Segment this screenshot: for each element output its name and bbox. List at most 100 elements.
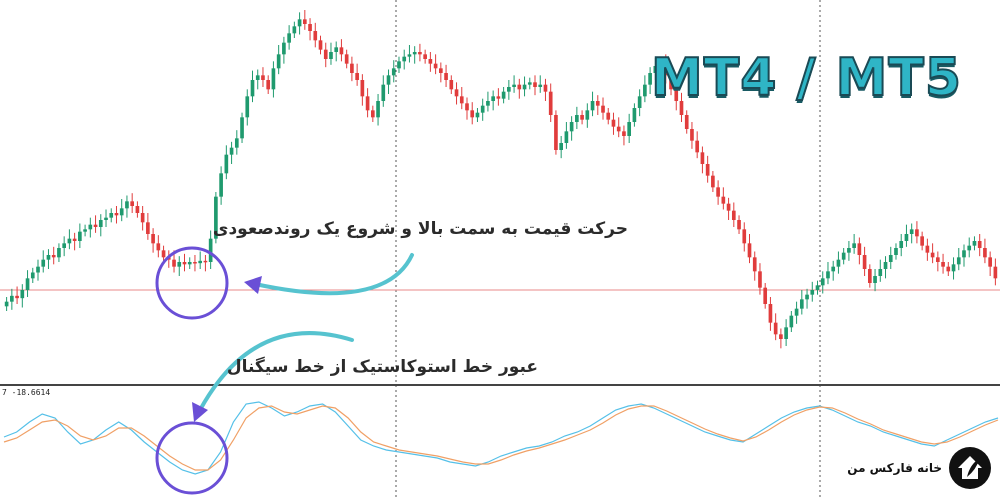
candle-bull (909, 229, 914, 234)
candle-bull (219, 173, 223, 197)
candle-bear (428, 59, 433, 64)
candle-bear (752, 257, 757, 272)
candle-bear (601, 105, 605, 113)
platform-badge: MT4 / MT5 (650, 47, 962, 109)
candle-bull (287, 33, 291, 43)
candle-bull (88, 224, 93, 230)
candle-bull (831, 266, 836, 272)
candle-bear (669, 75, 673, 90)
candle-bull (559, 143, 563, 150)
candle-bear (533, 82, 537, 87)
candle-bear (439, 68, 443, 73)
candle-bull (187, 262, 192, 265)
candle-bear (517, 84, 522, 90)
candle-bull (20, 290, 25, 299)
candle-bear (302, 19, 307, 24)
candle-bear (203, 260, 208, 263)
candle-bear (915, 229, 919, 237)
candle-bull (104, 217, 108, 220)
candle-bull (569, 122, 574, 132)
candle-bull (125, 201, 129, 209)
candle-bull (512, 84, 516, 87)
candle-bull (972, 241, 977, 246)
rocket-house-logo-icon (949, 447, 991, 489)
candle-bull (119, 208, 124, 216)
candle-bull (397, 61, 401, 69)
candle-bear (663, 61, 668, 76)
candle-bull (527, 82, 532, 85)
candle-bear (360, 80, 365, 97)
candle-bull (376, 101, 380, 118)
arrow-stoch-head (192, 402, 208, 422)
candle-bull (10, 295, 14, 302)
candle-bull (899, 241, 904, 248)
candle-bull (820, 278, 825, 286)
arrow-price-curve (253, 253, 414, 296)
candle-bull (83, 229, 87, 232)
candle-bear (51, 255, 56, 258)
candle-bull (255, 75, 260, 80)
candle-bull (491, 96, 495, 101)
candle-bull (847, 248, 851, 253)
candle-bull (648, 73, 652, 85)
candle-bear (606, 112, 611, 120)
candle-bear (93, 224, 98, 227)
candle-bull (627, 122, 632, 136)
candle-bear (711, 175, 715, 188)
highlight-circle-price (155, 246, 229, 320)
candle-bear (747, 243, 752, 258)
candle-bull (475, 112, 480, 118)
candle-bear (920, 236, 924, 246)
candle-bear (862, 255, 867, 269)
candle-bear (365, 96, 370, 111)
candle-bear (323, 49, 328, 59)
candle-bear (936, 257, 940, 262)
stochastic-main-line (3, 401, 999, 475)
candle-bull (894, 248, 898, 255)
candle-bear (595, 101, 600, 106)
candle-bear (763, 287, 768, 304)
candle-bull (245, 96, 250, 118)
candle-bear (423, 54, 427, 59)
candle-bull (214, 196, 218, 239)
brand-name: خانه فارکس من (847, 461, 942, 475)
candle-bear (172, 259, 176, 267)
arrow-price-head (244, 276, 262, 294)
candle-bear (684, 115, 689, 129)
candle-bear (674, 89, 679, 101)
candle-bull (585, 110, 590, 120)
candle-bear (768, 304, 773, 323)
candle-bull (878, 269, 883, 276)
candle-bull (381, 84, 386, 101)
candle-bear (156, 243, 161, 251)
candle-bull (25, 278, 30, 290)
candle-bull (30, 272, 35, 279)
candle-bear (679, 101, 684, 115)
candle-bull (658, 61, 663, 66)
candle-bull (841, 252, 846, 260)
candle-bear (496, 96, 501, 99)
candle-bear (690, 129, 694, 141)
candle-bull (888, 255, 893, 262)
candle-bull (250, 80, 255, 97)
candle-bear (773, 322, 778, 335)
candle-bull (198, 260, 203, 264)
candle-bull (480, 105, 485, 113)
candle-bear (313, 31, 318, 41)
annotation-stoch-cross: عبور خط استوکاستیک از خط سیگنال (226, 357, 538, 377)
candle-bull (229, 147, 234, 155)
candle-bear (350, 63, 354, 73)
candle-bull (538, 84, 543, 87)
candle-bull (794, 308, 799, 316)
candle-bull (522, 84, 527, 90)
candle-bear (449, 80, 454, 90)
candle-bull (67, 238, 72, 244)
candle-bull (57, 248, 61, 258)
candle-bear (459, 96, 464, 104)
candle-bull (883, 262, 888, 269)
candle-bull (412, 52, 417, 55)
candle-bull (282, 42, 286, 55)
candle-bear (616, 126, 621, 132)
candle-bear (941, 262, 945, 267)
candle-bear (15, 295, 19, 299)
